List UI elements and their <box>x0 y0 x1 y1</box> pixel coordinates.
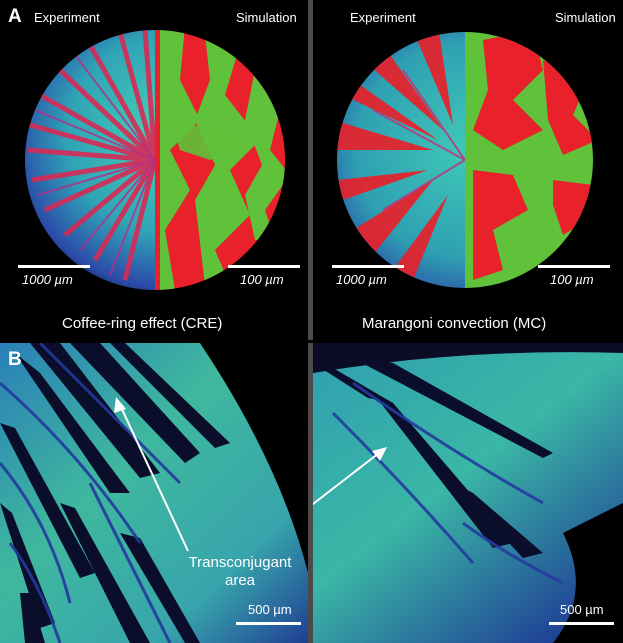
cre-caption: Coffee-ring effect (CRE) <box>62 315 223 332</box>
mc-caption: Marangoni convection (MC) <box>362 315 547 332</box>
mc-experiment-label: Experiment <box>350 10 416 25</box>
mc-simulation-label: Simulation <box>555 10 616 25</box>
mc-scalebar-right <box>538 265 610 268</box>
cre-simulation-label: Simulation <box>236 10 297 25</box>
panel-a: Experiment Simulation 1000 µm 100 µm Cof… <box>8 0 616 340</box>
b-scale-right-text: 500 µm <box>560 602 604 617</box>
b-scalebar-right <box>549 622 614 625</box>
transconjugant-annotation: Transconjugant area <box>180 554 300 590</box>
panel-a-letter: A <box>8 6 22 27</box>
cre-scale-left-text: 1000 µm <box>22 272 73 287</box>
cre-scale-right-text: 100 µm <box>240 272 284 287</box>
mc-droplet-image <box>337 32 593 288</box>
cre-scalebar-left <box>18 265 90 268</box>
annotation-line-2: area <box>224 572 256 589</box>
b-scale-left-text: 500 µm <box>248 602 292 617</box>
mc-scalebar-left <box>332 265 404 268</box>
panel-b: B Transconjugant area 500 µm 500 µm <box>0 343 623 643</box>
cre-micrograph <box>0 343 308 643</box>
cre-droplet-image <box>25 30 285 290</box>
panel-divider <box>308 0 313 340</box>
mc-scale-left-text: 1000 µm <box>336 272 387 287</box>
panel-b-letter: B <box>8 349 22 370</box>
mc-micrograph <box>313 343 623 643</box>
mc-scale-right-text: 100 µm <box>550 272 594 287</box>
cre-scalebar-right <box>228 265 300 268</box>
b-scalebar-left <box>236 622 301 625</box>
cre-experiment-label: Experiment <box>34 10 100 25</box>
annotation-line-1: Transconjugant <box>188 554 292 571</box>
panel-b-divider <box>308 343 313 643</box>
